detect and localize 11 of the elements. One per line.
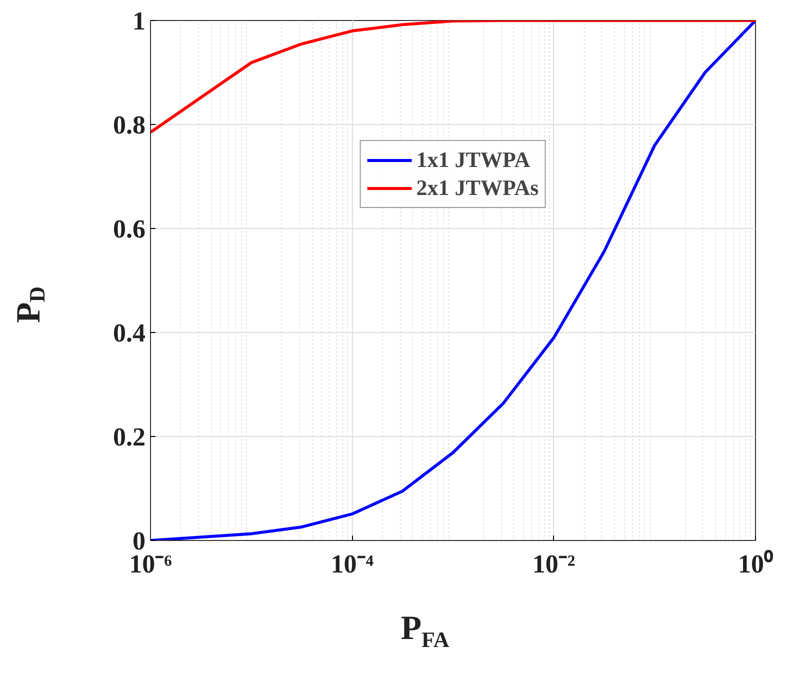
x-tick-label: 10⁻⁴	[330, 550, 374, 578]
y-tick-label: 0.6	[113, 214, 146, 244]
legend-label: 2x1 JTWPAs	[416, 175, 539, 201]
x-tick-label: 10⁰	[738, 550, 774, 578]
x-tick-label: 10⁻²	[532, 550, 576, 578]
legend-label: 1x1 JTWPA	[416, 147, 530, 173]
y-tick-label: 0.2	[113, 422, 146, 452]
y-tick-label: 0.4	[113, 318, 146, 348]
x-axis-title: P$_{FA}$	[400, 609, 450, 654]
y-tick-label: 0.8	[113, 110, 146, 140]
y-tick-label: 1	[132, 6, 146, 36]
